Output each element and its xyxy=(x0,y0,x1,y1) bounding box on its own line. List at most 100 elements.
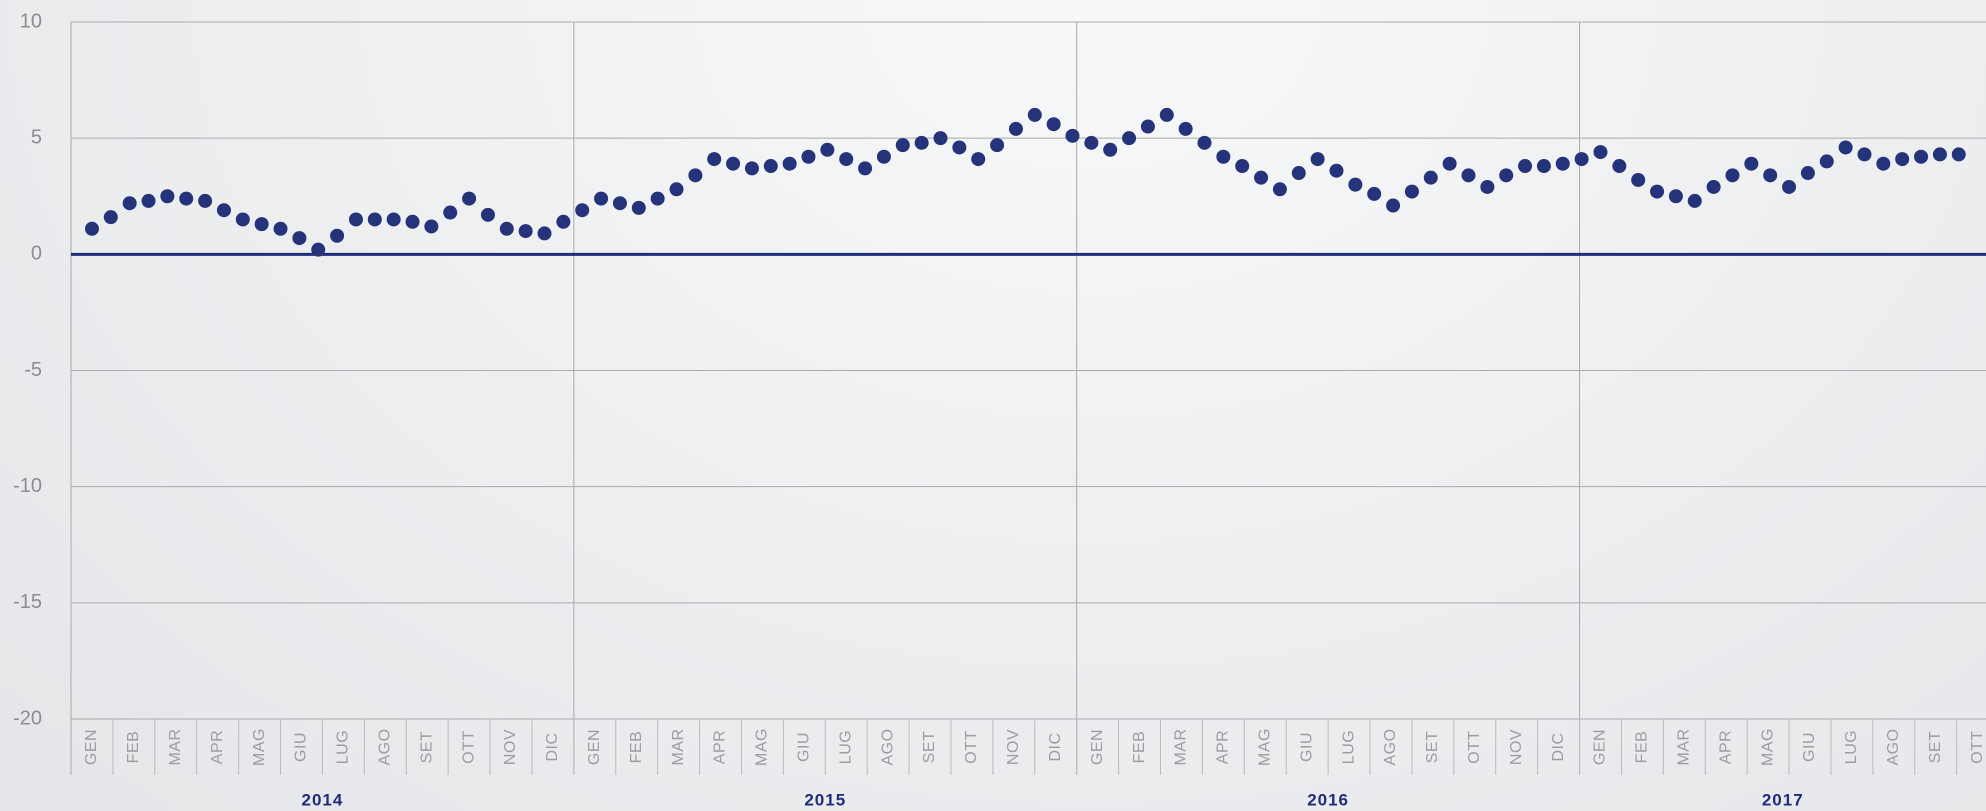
data-point xyxy=(1800,166,1815,181)
data-point xyxy=(1461,168,1476,183)
data-point xyxy=(1367,186,1382,201)
data-point xyxy=(1668,189,1683,204)
y-tick-label: 10 xyxy=(20,10,42,32)
data-point xyxy=(839,152,854,167)
x-tick-label: GIU xyxy=(293,732,310,762)
data-point xyxy=(1536,159,1551,174)
data-point xyxy=(1819,154,1834,169)
y-tick-label: -20 xyxy=(13,707,42,729)
data-point xyxy=(122,196,137,211)
data-point xyxy=(348,212,363,227)
data-point xyxy=(801,149,816,164)
data-point xyxy=(1687,193,1702,208)
x-tick-label: LUG xyxy=(335,730,352,764)
x-tick-label: SET xyxy=(921,731,938,764)
data-point xyxy=(1914,149,1929,164)
x-tick-label: AGO xyxy=(1885,728,1902,765)
data-point xyxy=(1178,121,1193,136)
data-point xyxy=(631,200,646,215)
data-point xyxy=(990,138,1005,153)
x-tick-label: NOV xyxy=(1508,729,1525,765)
x-tick-label: GIU xyxy=(1298,732,1315,762)
data-point xyxy=(1650,184,1665,199)
x-tick-label: DIC xyxy=(1550,732,1567,761)
x-tick-label: FEB xyxy=(125,731,142,764)
data-point xyxy=(179,191,194,206)
data-point xyxy=(1216,149,1231,164)
data-point xyxy=(405,214,420,229)
data-point xyxy=(1442,156,1457,171)
data-point xyxy=(1272,182,1287,197)
x-tick-label: MAR xyxy=(670,728,687,765)
data-point xyxy=(1291,166,1306,181)
data-point xyxy=(386,212,401,227)
data-point xyxy=(1612,159,1627,174)
x-tick-label: APR xyxy=(1717,730,1734,764)
data-point xyxy=(575,203,590,218)
data-point xyxy=(424,219,439,234)
data-point xyxy=(141,193,156,208)
data-point xyxy=(1725,168,1740,183)
data-point xyxy=(1065,128,1080,143)
data-point xyxy=(1499,168,1514,183)
data-point xyxy=(216,203,231,218)
data-point xyxy=(1159,107,1174,122)
x-tick-label: AGO xyxy=(879,728,896,765)
data-point xyxy=(1706,179,1721,194)
data-point xyxy=(254,217,269,232)
x-tick-label: MAG xyxy=(1256,728,1273,766)
data-point xyxy=(726,156,741,171)
data-point xyxy=(594,191,609,206)
x-tick-label: AGO xyxy=(1382,728,1399,765)
data-point xyxy=(688,168,703,183)
x-tick-label: NOV xyxy=(1005,729,1022,765)
x-tick-label: SET xyxy=(1927,731,1944,764)
x-tick-label: LUG xyxy=(1340,730,1357,764)
x-tick-label: GEN xyxy=(1089,729,1106,765)
x-tick-label: APR xyxy=(1215,730,1232,764)
x-tick-label: AGO xyxy=(376,728,393,765)
data-point xyxy=(1857,147,1872,162)
data-point xyxy=(1008,121,1023,136)
year-label: 2014 xyxy=(302,790,344,809)
data-point xyxy=(1423,170,1438,185)
x-tick-label: DIC xyxy=(544,732,561,761)
data-point xyxy=(292,231,307,246)
x-tick-label: GEN xyxy=(1592,729,1609,765)
data-point xyxy=(952,140,967,155)
data-point xyxy=(235,212,250,227)
data-point xyxy=(1404,184,1419,199)
x-tick-label: SET xyxy=(1424,731,1441,764)
data-point xyxy=(1103,142,1118,157)
data-point xyxy=(782,156,797,171)
x-tick-label: MAR xyxy=(167,728,184,765)
x-tick-label: FEB xyxy=(1131,731,1148,764)
data-point xyxy=(707,152,722,167)
x-tick-label: MAR xyxy=(1676,728,1693,765)
data-point xyxy=(330,228,345,243)
data-point xyxy=(84,221,99,236)
data-point xyxy=(1555,156,1570,171)
y-tick-label: -10 xyxy=(13,475,42,497)
data-point xyxy=(933,131,948,146)
data-point xyxy=(499,221,514,236)
data-point xyxy=(273,221,288,236)
data-point xyxy=(1310,152,1325,167)
data-point xyxy=(198,193,213,208)
data-point xyxy=(1574,152,1589,167)
x-tick-label: GIU xyxy=(1801,732,1818,762)
y-tick-label: -15 xyxy=(13,591,42,613)
x-tick-label: GEN xyxy=(83,729,100,765)
data-point xyxy=(1631,172,1646,187)
x-tick-label: APR xyxy=(712,730,729,764)
data-point xyxy=(480,207,495,222)
data-point xyxy=(744,161,759,176)
data-point xyxy=(1951,147,1966,162)
data-point xyxy=(518,224,533,239)
data-point xyxy=(1763,168,1778,183)
x-tick-label: GIU xyxy=(796,732,813,762)
data-point xyxy=(367,212,382,227)
data-point xyxy=(1876,156,1891,171)
data-point xyxy=(1386,198,1401,213)
